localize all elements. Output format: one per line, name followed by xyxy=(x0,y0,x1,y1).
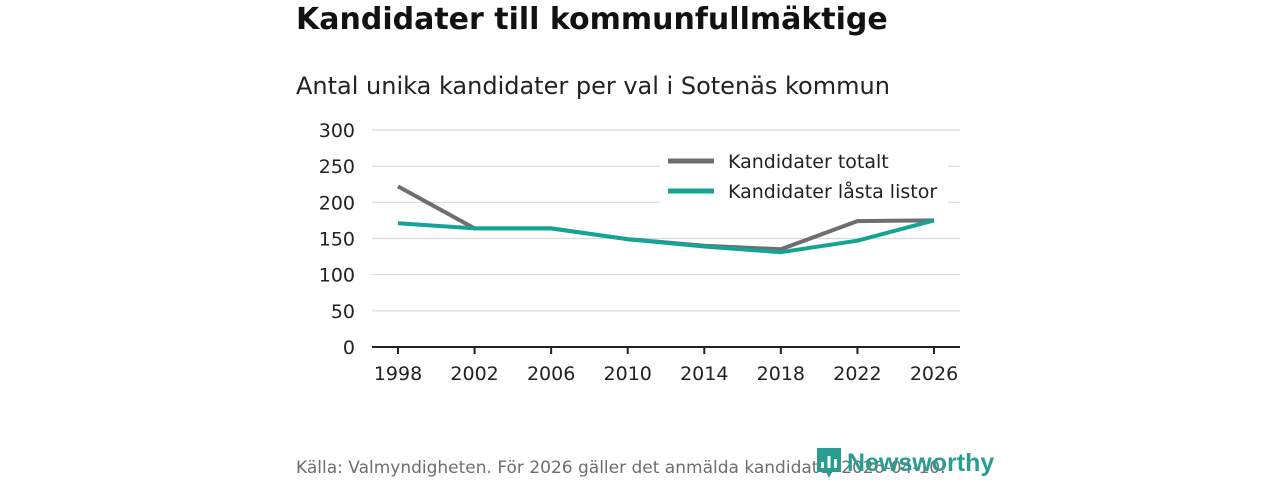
x-tick-label-2018: 2018 xyxy=(757,363,805,385)
y-tick-label-250: 250 xyxy=(319,156,355,178)
x-tick-label-2006: 2006 xyxy=(527,363,575,385)
y-tick-label-200: 200 xyxy=(319,192,355,214)
y-tick-label-300: 300 xyxy=(319,120,355,142)
chart-title: Kandidater till kommunfullmäktige xyxy=(296,2,888,37)
legend-item-kandidater-totalt-label: Kandidater totalt xyxy=(728,151,889,173)
legend-item-kandidater-lasta-listor-label: Kandidater låsta listor xyxy=(728,180,937,203)
y-tick-label-0: 0 xyxy=(343,337,355,359)
y-tick-label-50: 50 xyxy=(331,301,355,323)
legend-box xyxy=(660,146,948,208)
x-tick-label-1998: 1998 xyxy=(374,363,422,385)
x-tick-label-2026: 2026 xyxy=(910,363,958,385)
brand-logo: Newsworthy xyxy=(815,446,994,480)
x-tick-label-2022: 2022 xyxy=(833,363,881,385)
newsworthy-logo-icon xyxy=(817,448,841,478)
source-note: Källa: Valmyndigheten. För 2026 gäller d… xyxy=(296,458,946,478)
chart-subtitle: Antal unika kandidater per val i Sotenäs… xyxy=(296,72,890,100)
x-tick-label-2002: 2002 xyxy=(450,363,498,385)
x-tick-label-2010: 2010 xyxy=(604,363,652,385)
y-tick-label-100: 100 xyxy=(319,265,355,287)
brand-name: Newsworthy xyxy=(847,448,995,477)
x-tick-label-2014: 2014 xyxy=(680,363,728,385)
y-tick-label-150: 150 xyxy=(319,229,355,251)
series-line-kandidater-lasta-listor xyxy=(397,218,935,255)
